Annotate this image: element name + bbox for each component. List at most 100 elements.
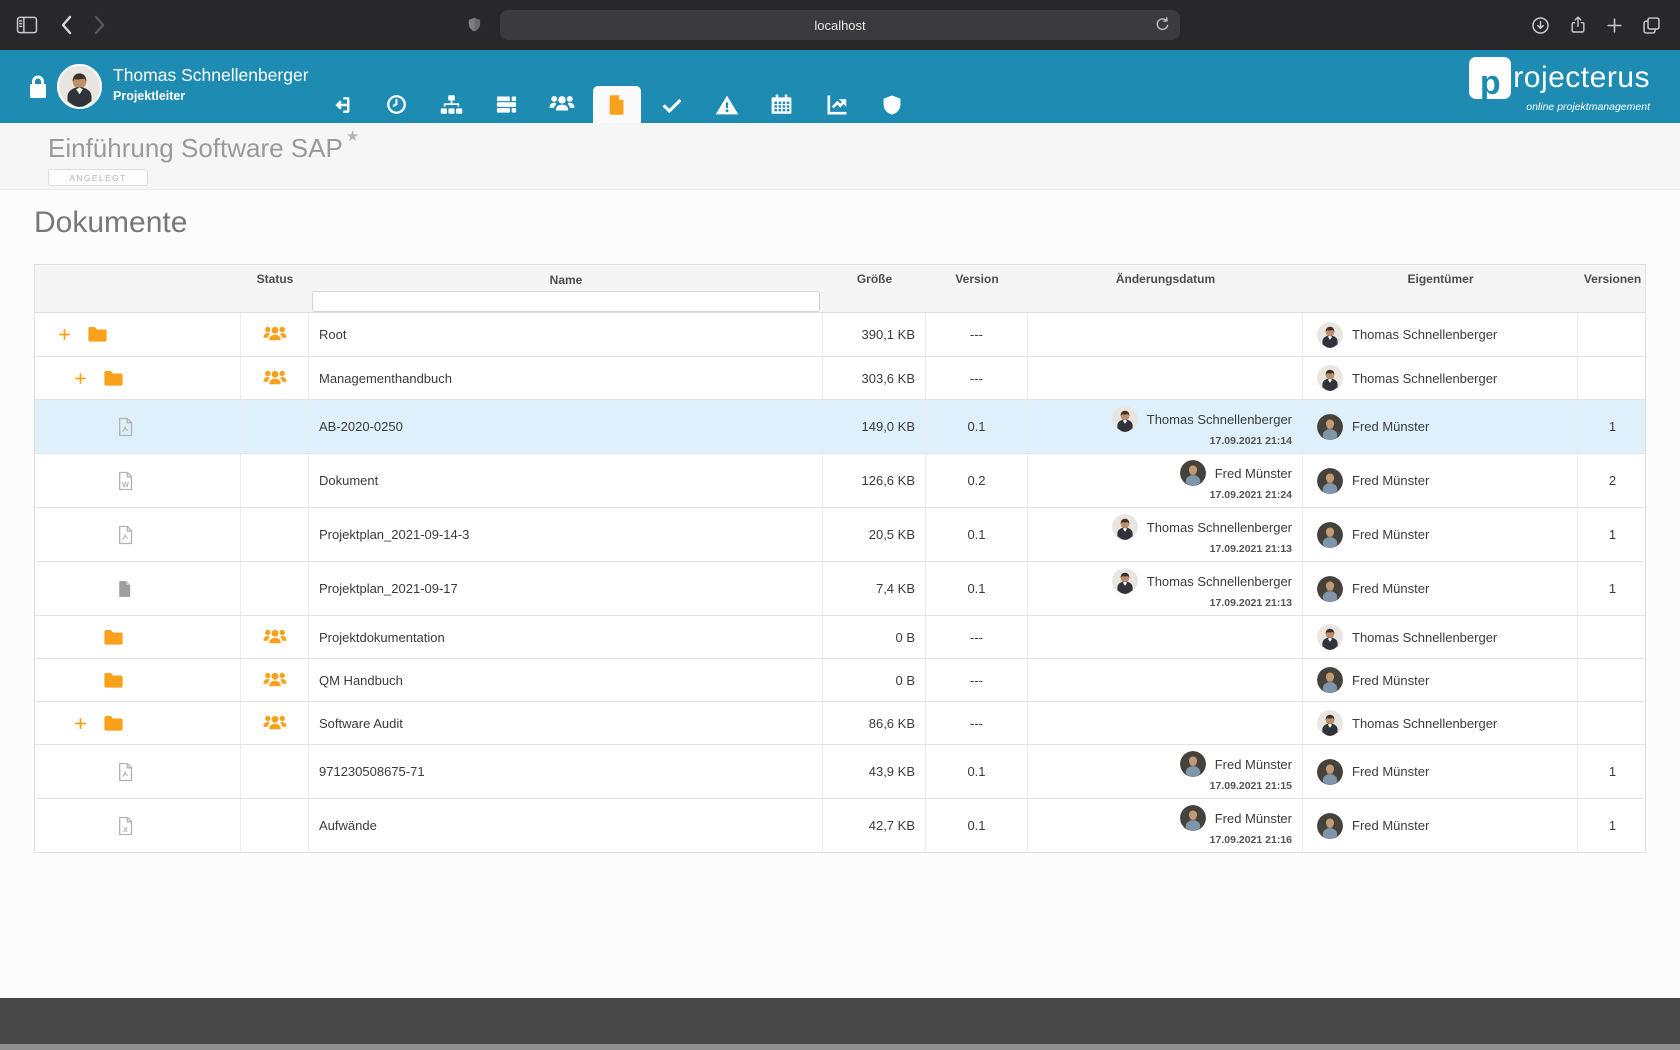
avatar-thomas (1317, 365, 1343, 391)
file-pdf-icon[interactable] (117, 762, 134, 782)
file-pdf-icon[interactable] (117, 417, 134, 437)
document-name[interactable]: QM Handbuch (309, 659, 823, 701)
document-name[interactable]: Aufwände (309, 799, 823, 852)
status-cell (241, 313, 309, 356)
document-icon (605, 93, 629, 117)
modified-cell: Thomas Schnellenberger 17.09.2021 21:14 (1028, 400, 1303, 453)
share-icon[interactable] (1568, 14, 1588, 36)
modified-by-name: Thomas Schnellenberger (1146, 411, 1292, 427)
main-nav (314, 50, 919, 123)
table-row[interactable]: Root 390,1 KB --- Thomas Schnellenberger (35, 313, 1645, 356)
document-name[interactable]: Projektdokumentation (309, 616, 823, 658)
folder-icon[interactable] (86, 323, 109, 346)
versions-count: 1 (1608, 419, 1617, 434)
document-size: 303,6 KB (823, 357, 926, 399)
nav-item-team[interactable] (534, 50, 589, 123)
status-cell (241, 616, 309, 658)
owner-cell: Fred Münster (1303, 400, 1578, 453)
versions-count: 2 (1608, 473, 1617, 488)
document-name[interactable]: Projektplan_2021-09-14-3 (309, 508, 823, 561)
owner-cell: Fred Münster (1303, 659, 1578, 701)
modified-cell: Thomas Schnellenberger 17.09.2021 21:13 (1028, 508, 1303, 561)
file-pdf-icon[interactable] (117, 525, 134, 545)
owner-cell: Thomas Schnellenberger (1303, 313, 1578, 356)
expand-plus-icon[interactable] (57, 327, 72, 342)
column-header-tree (35, 265, 241, 312)
browser-url-field[interactable]: localhost (500, 10, 1180, 40)
nav-item-structure[interactable] (424, 50, 479, 123)
document-size: 0 B (823, 616, 926, 658)
table-row[interactable]: Projektplan_2021-09-17 7,4 KB 0.1 Thomas Sc… (35, 561, 1645, 615)
table-row[interactable]: QM Handbuch 0 B --- Fred Münster (35, 658, 1645, 701)
reload-icon[interactable] (1153, 15, 1172, 34)
document-size: 0 B (823, 659, 926, 701)
modified-by-name: Thomas Schnellenberger (1146, 519, 1292, 535)
page-title: Dokumente (34, 206, 188, 239)
modified-date: 17.09.2021 21:13 (1209, 543, 1292, 555)
tree-cell (35, 616, 241, 658)
tab-overview-icon[interactable] (1641, 15, 1662, 36)
versions-count (1578, 616, 1647, 658)
document-version: 0.2 (926, 454, 1028, 507)
shared-users-icon (263, 713, 287, 733)
folder-icon[interactable] (102, 669, 125, 692)
nav-item-calendar[interactable] (754, 50, 809, 123)
file-excel-icon[interactable]: X (117, 816, 134, 836)
modified-cell: Fred Münster 17.09.2021 21:16 (1028, 799, 1303, 852)
nav-item-security[interactable] (864, 50, 919, 123)
new-tab-icon[interactable] (1605, 16, 1624, 35)
table-row[interactable]: AB-2020-0250 149,0 KB 0.1 Thomas Schnellenb… (35, 399, 1645, 453)
modified-cell (1028, 313, 1303, 356)
file-generic-icon[interactable] (117, 580, 132, 598)
nav-item-tasks[interactable] (644, 50, 699, 123)
forward-button-icon[interactable] (94, 15, 106, 35)
table-body: Root 390,1 KB --- Thomas Schnellenberger Man… (35, 313, 1645, 852)
favorite-star-icon[interactable]: ★ (345, 128, 360, 145)
shared-users-icon (263, 368, 287, 388)
table-row[interactable]: Projektplan_2021-09-14-3 20,5 KB 0.1 Thomas… (35, 507, 1645, 561)
sidebar-toggle-icon[interactable] (16, 16, 38, 34)
nav-item-logout[interactable] (314, 50, 369, 123)
table-row[interactable]: X Aufwände 42,7 KB 0.1 Fred Münster 17.09.202… (35, 798, 1645, 852)
avatar-thomas (1317, 321, 1343, 348)
folder-icon[interactable] (102, 626, 125, 649)
folder-icon[interactable] (102, 367, 125, 390)
document-version: 0.1 (926, 508, 1028, 561)
name-filter-input[interactable] (312, 290, 820, 312)
document-name[interactable]: Dokument (309, 454, 823, 507)
privacy-shield-icon[interactable] (466, 15, 483, 35)
folder-icon[interactable] (102, 712, 125, 735)
table-row[interactable]: Software Audit 86,6 KB --- Thomas Schnellen… (35, 701, 1645, 744)
table-row[interactable]: Projektdokumentation 0 B --- Thomas Schnell… (35, 615, 1645, 658)
document-version: 0.1 (926, 562, 1028, 615)
versions-count: 1 (1608, 581, 1617, 596)
document-version: --- (926, 659, 1028, 701)
table-row[interactable]: 971230508675-71 43,9 KB 0.1 Fred Münster 17.… (35, 744, 1645, 798)
browser-chrome: localhost (0, 0, 1680, 50)
user-avatar[interactable] (57, 64, 102, 109)
owner-name: Thomas Schnellenberger (1352, 715, 1498, 731)
nav-item-documents[interactable] (589, 50, 644, 123)
expand-plus-icon[interactable] (73, 716, 88, 731)
file-word-icon[interactable]: W (117, 471, 134, 491)
table-row[interactable]: W Dokument 126,6 KB 0.2 Fred Münster 17.09.20… (35, 453, 1645, 507)
nav-item-history[interactable] (369, 50, 424, 123)
lock-icon[interactable] (27, 74, 49, 105)
document-name[interactable]: Software Audit (309, 702, 823, 744)
downloads-icon[interactable] (1530, 15, 1551, 36)
document-name[interactable]: 971230508675-71 (309, 745, 823, 798)
back-button-icon[interactable] (60, 15, 72, 35)
document-name[interactable]: AB-2020-0250 (309, 400, 823, 453)
versions-count (1578, 659, 1647, 701)
nav-item-projects[interactable] (479, 50, 534, 123)
document-name[interactable]: Root (309, 313, 823, 356)
modified-by-name: Thomas Schnellenberger (1146, 573, 1292, 589)
owner-name: Fred Münster (1352, 419, 1430, 434)
nav-item-risks[interactable] (699, 50, 754, 123)
document-name[interactable]: Projektplan_2021-09-17 (309, 562, 823, 615)
table-row[interactable]: Managementhandbuch 303,6 KB --- Thomas Schn… (35, 356, 1645, 399)
document-name[interactable]: Managementhandbuch (309, 357, 823, 399)
nav-item-reports[interactable] (809, 50, 864, 123)
expand-plus-icon[interactable] (73, 371, 88, 386)
avatar-thomas (1111, 406, 1138, 432)
